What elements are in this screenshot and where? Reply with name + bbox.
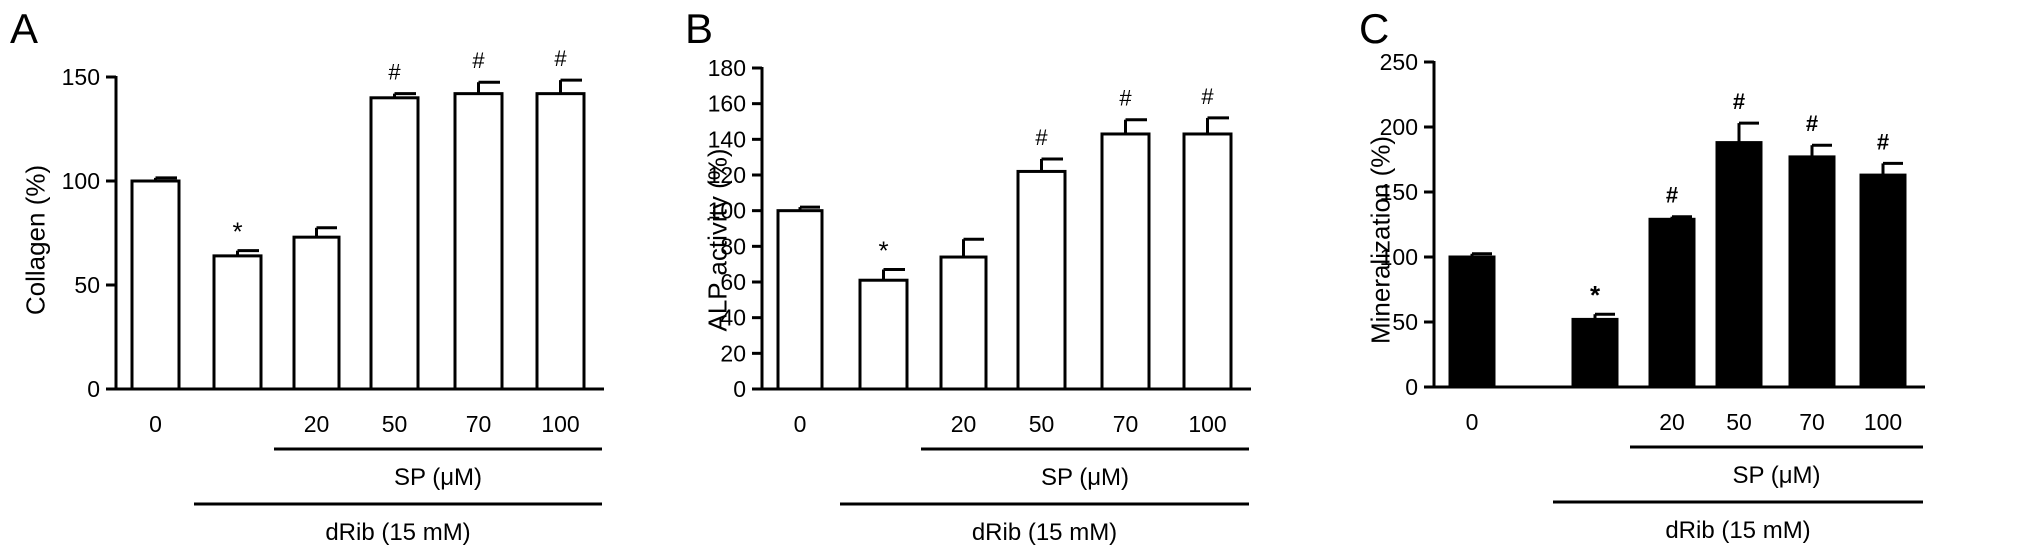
bar bbox=[1016, 169, 1067, 391]
bar bbox=[453, 92, 504, 391]
x-tick-label: 0 bbox=[1466, 409, 1479, 435]
treatment-bracket-label: dRib (15 mM) bbox=[972, 519, 1117, 546]
significance-marker: # bbox=[472, 48, 485, 73]
x-tick-label: 50 bbox=[382, 411, 408, 437]
significance-marker: # bbox=[1877, 129, 1889, 154]
chart-c: 0 50 100 150 200 250 0 * #20 #50 #70 #100 SP (μM) dRi… bbox=[1380, 49, 1925, 544]
treatment-bracket-label: dRib (15 mM) bbox=[325, 519, 470, 546]
y-tick-label: 0 bbox=[1405, 374, 1418, 400]
bar bbox=[1715, 141, 1763, 389]
significance-marker: # bbox=[1035, 125, 1048, 150]
bar bbox=[1571, 317, 1619, 389]
treatment-bracket-label: SP (μM) bbox=[394, 464, 482, 491]
bar bbox=[1859, 173, 1907, 389]
y-tick-label: 0 bbox=[87, 376, 100, 402]
y-tick-label: 100 bbox=[62, 168, 100, 194]
x-tick-label: 70 bbox=[1799, 409, 1825, 435]
x-tick-label: 20 bbox=[951, 411, 977, 437]
chart-b: 0 20 40 60 80 100 120 140 160 180 0 * 20 #50 #70 #100 SP… bbox=[708, 55, 1251, 546]
y-tick-label: 50 bbox=[74, 272, 100, 298]
y-tick-label: 180 bbox=[708, 55, 746, 81]
y-tick-label: 140 bbox=[708, 126, 746, 152]
bar bbox=[369, 96, 420, 391]
y-tick-label: 150 bbox=[62, 64, 100, 90]
panel-b: B ALP activity (%) 0 20 40 60 80 100 120 140 160… bbox=[677, 0, 1354, 556]
y-tick-label: 20 bbox=[720, 340, 746, 366]
treatment-bracket-label: SP (μM) bbox=[1732, 462, 1820, 489]
y-tick-label: 40 bbox=[720, 305, 746, 331]
treatment-bracket-label: SP (μM) bbox=[1041, 464, 1129, 491]
bar bbox=[1100, 132, 1151, 391]
y-tick-label: 160 bbox=[708, 91, 746, 117]
panel-c: C Mineralization (%) 0 50 100 150 200 250 0 * #2… bbox=[1354, 0, 2032, 556]
panel-letter: C bbox=[1359, 5, 1390, 52]
bar bbox=[939, 255, 988, 391]
bar bbox=[1648, 217, 1696, 389]
y-tick-label: 60 bbox=[720, 269, 746, 295]
x-tick-label: 70 bbox=[1113, 411, 1139, 437]
panel-letter: B bbox=[685, 5, 714, 52]
x-tick-label: 0 bbox=[149, 411, 162, 437]
y-tick-label: 150 bbox=[1380, 179, 1418, 205]
chart-a: 0 50 100 150 0 * 20 #50 #70 #100 SP (μM) dRib (15 m… bbox=[62, 46, 604, 546]
significance-marker: * bbox=[878, 236, 888, 266]
significance-marker: # bbox=[554, 46, 567, 71]
panel-a: A Collagen (%) 0 50 100 150 0 * 20 #50 #70 #100 SP… bbox=[0, 0, 677, 556]
treatment-bracket-label: dRib (15 mM) bbox=[1665, 517, 1810, 544]
x-tick-label: 100 bbox=[1864, 409, 1902, 435]
x-tick-label: 50 bbox=[1726, 409, 1752, 435]
bar bbox=[212, 254, 263, 391]
x-tick-label: 100 bbox=[1188, 411, 1226, 437]
bar bbox=[858, 278, 909, 391]
significance-marker: # bbox=[388, 60, 401, 85]
panel-letter: A bbox=[10, 5, 39, 52]
y-tick-label: 80 bbox=[720, 233, 746, 259]
bar bbox=[776, 209, 824, 391]
y-tick-label: 50 bbox=[1392, 309, 1418, 335]
bar bbox=[535, 92, 586, 391]
y-tick-label: 100 bbox=[1380, 244, 1418, 270]
x-tick-label: 100 bbox=[541, 411, 579, 437]
y-tick-label: 250 bbox=[1380, 49, 1418, 75]
significance-marker: * bbox=[232, 217, 242, 247]
significance-marker: * bbox=[1590, 280, 1601, 310]
x-tick-label: 50 bbox=[1029, 411, 1055, 437]
y-tick-label: 120 bbox=[708, 162, 746, 188]
bar bbox=[130, 179, 181, 391]
significance-marker: # bbox=[1666, 183, 1678, 208]
bar bbox=[1788, 155, 1836, 389]
x-tick-label: 0 bbox=[794, 411, 807, 437]
x-tick-label: 20 bbox=[1659, 409, 1685, 435]
bar bbox=[292, 235, 341, 391]
y-tick-label: 200 bbox=[1380, 114, 1418, 140]
x-tick-label: 70 bbox=[466, 411, 492, 437]
significance-marker: # bbox=[1806, 111, 1818, 136]
y-tick-label: 100 bbox=[708, 198, 746, 224]
significance-marker: # bbox=[1733, 89, 1745, 114]
y-tick-label: 0 bbox=[733, 376, 746, 402]
bar bbox=[1448, 255, 1496, 389]
x-tick-label: 20 bbox=[304, 411, 330, 437]
significance-marker: # bbox=[1119, 86, 1132, 111]
significance-marker: # bbox=[1201, 84, 1214, 109]
bar bbox=[1182, 132, 1233, 391]
